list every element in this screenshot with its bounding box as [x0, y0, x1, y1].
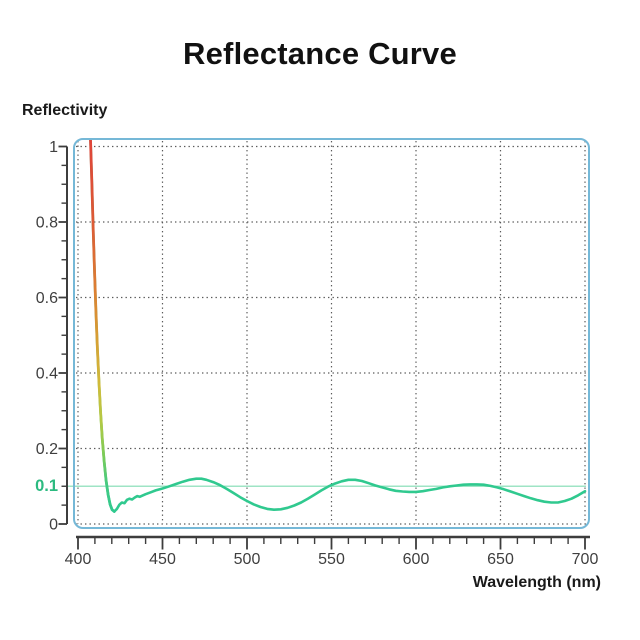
x-tick-label-650: 650: [487, 551, 514, 568]
page-title: Reflectance Curve: [183, 36, 457, 71]
x-axis: [76, 535, 590, 550]
y-tick-label-0.6: 0.6: [36, 290, 58, 307]
x-axis-title: Wavelength (nm): [472, 574, 601, 591]
x-tick-label-550: 550: [318, 551, 345, 568]
x-tick-label-600: 600: [403, 551, 430, 568]
y-tick-label-0: 0: [49, 517, 58, 534]
y-tick-label-0.2: 0.2: [36, 441, 58, 458]
y-tick-label-0.8: 0.8: [36, 215, 58, 232]
plot-border: [73, 138, 590, 529]
x-tick-label-700: 700: [572, 551, 599, 568]
y-axis-title: Reflectivity: [22, 102, 108, 119]
tick-labels: 400 450 500 550 600 650 700 0 0.2 0.4 0.6 0.8 1: [36, 139, 599, 568]
x-tick-label-400: 400: [65, 551, 92, 568]
y-tick-label-1: 1: [49, 139, 58, 156]
y-axis: [58, 145, 68, 525]
y-tick-label-0.4: 0.4: [36, 366, 58, 383]
reflectance-curve: [89, 140, 587, 513]
grid-lines: [76, 141, 587, 525]
x-tick-label-450: 450: [149, 551, 176, 568]
reference-value-label: 0.1: [35, 477, 58, 495]
x-tick-label-500: 500: [234, 551, 261, 568]
